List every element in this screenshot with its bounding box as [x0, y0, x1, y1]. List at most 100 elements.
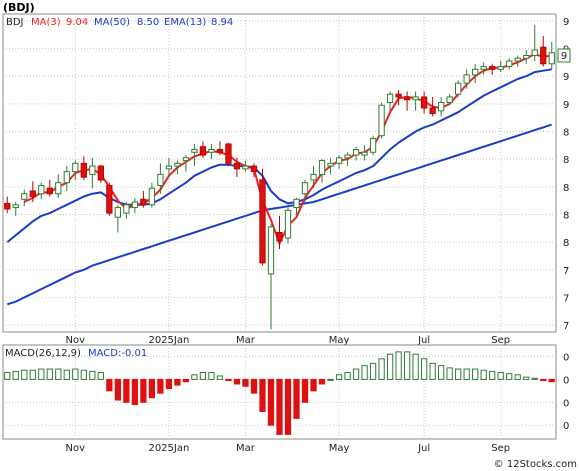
candle	[523, 49, 530, 64]
macd-bar	[4, 372, 11, 380]
candle	[114, 204, 121, 233]
candle	[446, 94, 453, 106]
candle-body	[157, 173, 164, 186]
candle	[463, 69, 470, 89]
price-tick-label: 7	[563, 321, 569, 332]
macd-bar	[267, 378, 275, 426]
candle	[63, 166, 70, 191]
x-tick-label: Sep	[491, 335, 510, 346]
candle-body	[438, 101, 445, 112]
candle	[301, 179, 309, 203]
candle	[352, 146, 360, 161]
macd-bar	[514, 374, 521, 380]
macd-axis: 0 0 0 0	[563, 352, 569, 432]
macd-bar	[293, 378, 300, 419]
macd-bar	[89, 370, 96, 380]
macd-bar	[420, 358, 428, 380]
candle-body	[199, 146, 207, 156]
macd-bar	[531, 377, 538, 380]
candle	[369, 135, 377, 156]
macd-bar	[327, 378, 334, 381]
macd-bar	[361, 365, 368, 380]
macd-bar	[395, 351, 402, 380]
macd-bar	[114, 378, 121, 401]
price-tick-label: 8	[563, 238, 569, 249]
candle	[506, 58, 513, 70]
candle	[165, 157, 173, 178]
candle	[131, 197, 139, 214]
macd-bar	[165, 378, 173, 390]
candle-body	[352, 148, 360, 156]
candle	[191, 143, 198, 167]
candle	[21, 189, 28, 207]
x-tick-label: Mar	[236, 443, 256, 454]
x-tick-label: Sep	[491, 443, 510, 454]
candle	[386, 91, 394, 111]
macd-bar	[148, 378, 156, 399]
macd-bar	[157, 378, 164, 394]
macd-bar	[284, 378, 292, 435]
macd-bar	[55, 368, 62, 380]
candle	[182, 155, 190, 172]
candle	[242, 160, 249, 172]
candle-body	[463, 74, 470, 84]
macd-bar	[455, 368, 462, 380]
candle-body	[506, 60, 513, 68]
candle	[420, 91, 428, 114]
candle	[157, 163, 164, 194]
macd-bar	[506, 373, 513, 380]
candle-body	[412, 96, 419, 101]
macd-bar	[131, 378, 139, 406]
candle	[335, 155, 343, 169]
price-tick-label: 7	[563, 293, 569, 304]
candle	[514, 55, 521, 67]
candle-body	[531, 49, 538, 56]
price-tick-label: 8	[563, 128, 569, 139]
candle	[225, 142, 232, 167]
candle-body	[497, 66, 504, 70]
candle	[540, 36, 547, 67]
candle-body	[123, 204, 130, 214]
candle-body	[89, 165, 96, 175]
macd-bar	[540, 378, 547, 382]
candle-body	[63, 171, 70, 184]
candle-body	[378, 104, 385, 137]
candle	[97, 164, 104, 183]
macd-bar	[250, 378, 258, 394]
candle-body	[114, 207, 121, 218]
macd-bar	[472, 368, 479, 380]
candle-body	[327, 162, 334, 167]
candle	[429, 96, 436, 117]
candle-body	[267, 226, 275, 275]
candle-body	[361, 151, 368, 156]
candle	[455, 80, 462, 97]
candle	[361, 145, 368, 161]
candle	[250, 163, 258, 178]
price-legend: BDJ MA(3) 9.04 MA(50) 8.50 EMA(13) 8.94	[6, 17, 233, 28]
price-axis: 9 9 9 9 8 8 8 8 8 7 7 7	[563, 17, 569, 332]
candle	[403, 91, 411, 111]
candle	[80, 156, 87, 180]
candle-body	[140, 198, 147, 206]
candle-body	[276, 231, 283, 242]
candle	[318, 159, 326, 183]
candle	[72, 160, 79, 180]
candle	[12, 202, 19, 216]
macd-bar	[63, 369, 70, 380]
x-tick-label: May	[329, 335, 350, 346]
candle	[489, 63, 496, 75]
macd-bar	[412, 353, 419, 380]
macd-bar	[489, 370, 496, 380]
candle	[412, 91, 419, 111]
candle-body	[395, 93, 402, 98]
candle	[548, 41, 555, 70]
legend-symbol: BDJ	[6, 17, 24, 28]
macd-tick-label: 0	[563, 398, 569, 409]
last-price-label: 9	[561, 51, 567, 62]
candle-body	[472, 68, 479, 76]
candle-body	[12, 204, 19, 209]
macd-bar	[29, 369, 36, 380]
candle	[89, 157, 96, 189]
candle-body	[540, 46, 547, 65]
candle	[284, 207, 292, 244]
